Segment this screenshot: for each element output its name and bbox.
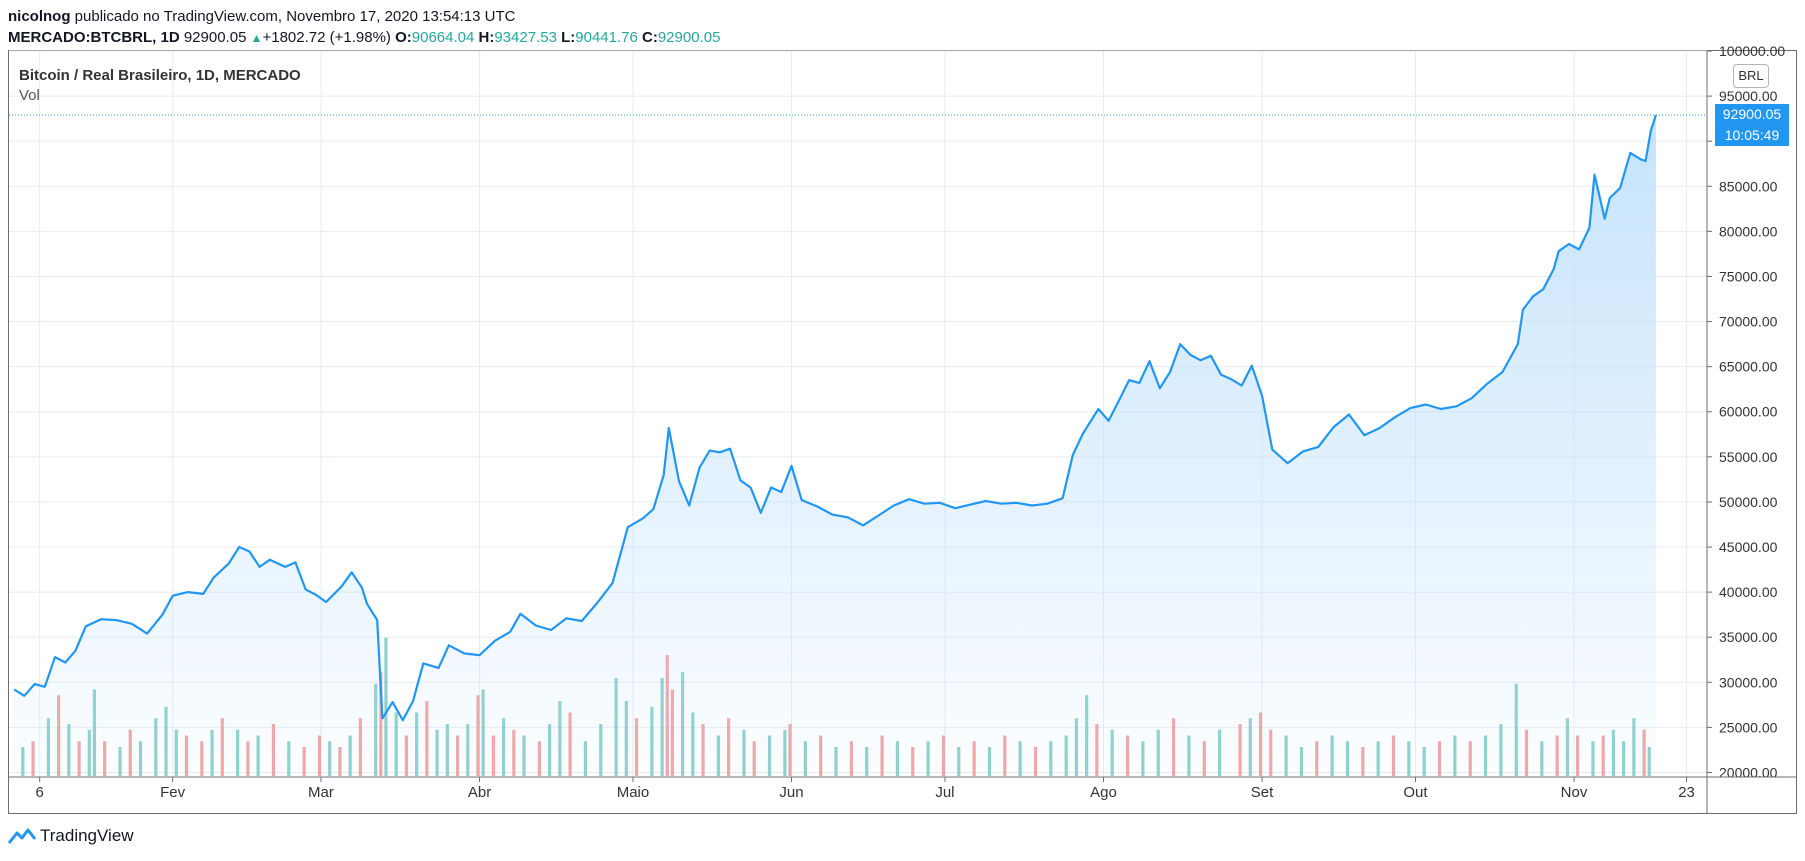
legend-title[interactable]: Bitcoin / Real Brasileiro, 1D, MERCADO <box>19 67 301 84</box>
volume-bar <box>384 637 388 776</box>
close-value: 92900.05 <box>657 29 721 46</box>
high-label: H: <box>478 29 495 46</box>
up-arrow-icon: ▲ <box>250 31 263 45</box>
y-tick-label: 75000.00 <box>1719 268 1778 284</box>
last-price-tag: 92900.05 <box>1715 104 1789 126</box>
x-tick-label: Set <box>1251 784 1274 801</box>
brand-name: TradingView <box>40 826 134 845</box>
price-line <box>13 114 1657 722</box>
y-tick-label: 40000.00 <box>1719 584 1778 600</box>
y-tick-label: 50000.00 <box>1719 494 1778 510</box>
currency-button[interactable]: BRL <box>1733 64 1769 88</box>
x-tick-label: 23 <box>1678 784 1695 801</box>
x-tick-label: Maio <box>617 784 650 801</box>
symbol-label: MERCADO:BTCBRL, 1D <box>8 29 180 46</box>
publish-info: publicado no TradingView.com, Novembro 1… <box>70 8 516 25</box>
y-tick-label: 100000.00 <box>1719 43 1785 59</box>
chart-header: nicolnog publicado no TradingView.com, N… <box>8 6 720 49</box>
y-tick-label: 30000.00 <box>1719 674 1778 690</box>
y-tick-label: 55000.00 <box>1719 449 1778 465</box>
ohlc-line: MERCADO:BTCBRL, 1D 92900.05 ▲+1802.72 (+… <box>8 27 720 49</box>
chart-legend: Bitcoin / Real Brasileiro, 1D, MERCADO V… <box>19 66 301 106</box>
y-tick-label: 20000.00 <box>1719 764 1778 780</box>
tradingview-logo-icon <box>8 828 36 844</box>
x-tick-label: Jun <box>779 784 803 801</box>
x-tick-label: Jul <box>935 784 954 801</box>
x-tick-label: Ago <box>1090 784 1117 801</box>
y-tick-label: 70000.00 <box>1719 314 1778 330</box>
x-tick-label: Abr <box>468 784 491 801</box>
open-value: 90664.04 <box>411 29 475 46</box>
x-tick-label: Fev <box>160 784 186 801</box>
y-tick-label: 80000.00 <box>1719 223 1778 239</box>
x-tick-label: Out <box>1403 784 1428 801</box>
x-tick-label: 6 <box>36 784 44 801</box>
price-area <box>14 115 1656 777</box>
publish-line: nicolnog publicado no TradingView.com, N… <box>8 6 720 27</box>
y-tick-label: 65000.00 <box>1719 359 1778 375</box>
countdown-tag: 10:05:49 <box>1715 125 1789 147</box>
y-tick-label: 35000.00 <box>1719 629 1778 645</box>
low-label: L: <box>561 29 576 46</box>
x-tick-label: Nov <box>1561 784 1588 801</box>
last-price: 92900.05 <box>183 29 247 46</box>
legend-vol[interactable]: Vol <box>19 87 40 104</box>
x-tick-label: Mar <box>308 784 334 801</box>
y-tick-label: 25000.00 <box>1719 719 1778 735</box>
price-change: +1802.72 (+1.98%) <box>262 29 391 46</box>
author-name[interactable]: nicolnog <box>8 8 71 25</box>
footer-brand[interactable]: TradingView <box>8 826 134 846</box>
low-value: 90441.76 <box>575 29 638 46</box>
high-value: 93427.53 <box>494 29 557 46</box>
open-label: O: <box>395 29 412 46</box>
y-tick-label: 95000.00 <box>1719 88 1778 104</box>
y-tick-label: 45000.00 <box>1719 539 1778 555</box>
y-tick-label: 60000.00 <box>1719 404 1778 420</box>
y-tick-label: 85000.00 <box>1719 178 1778 194</box>
close-label: C: <box>642 29 658 46</box>
